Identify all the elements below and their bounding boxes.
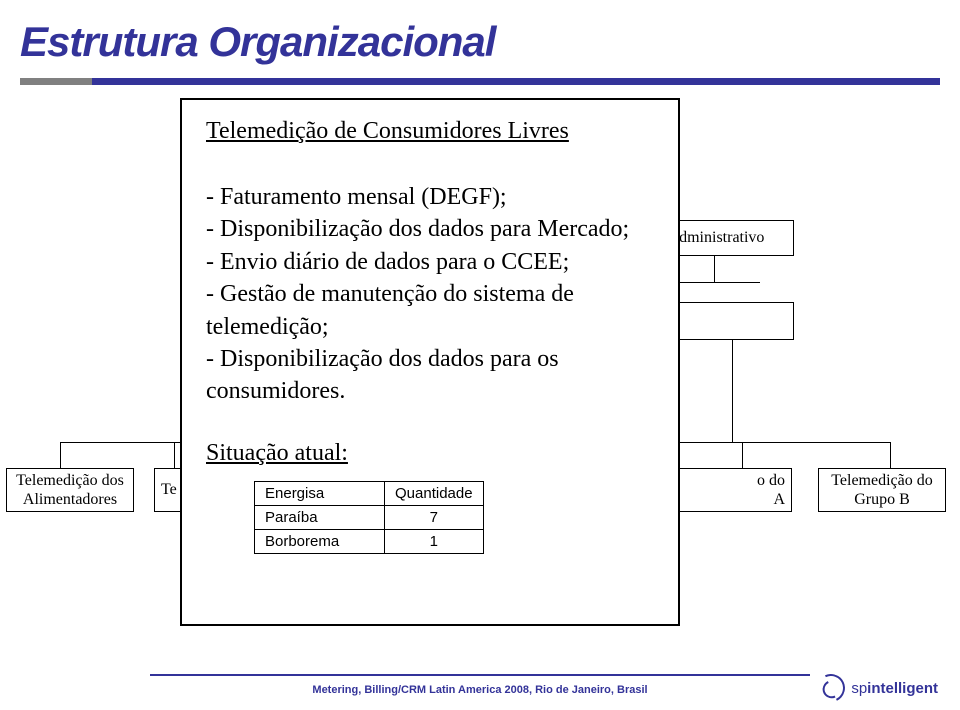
org-connector-1 bbox=[680, 282, 760, 283]
org-label-odo-1: o do bbox=[757, 471, 785, 490]
content-panel: Telemedição de Consumidores Livres - Fat… bbox=[180, 98, 680, 626]
underline-seg-grey bbox=[20, 78, 92, 85]
org-box-odo-fragment: o do A bbox=[670, 468, 792, 512]
slide-root: Estrutura Organizacional Administrativo … bbox=[0, 0, 960, 710]
underline-seg-blue bbox=[92, 78, 940, 85]
footer-divider bbox=[150, 674, 810, 676]
org-label-te: Te bbox=[161, 480, 177, 499]
logo-text: spintelligent bbox=[851, 680, 938, 697]
panel-item-1: - Disponibilização dos dados para Mercad… bbox=[206, 213, 654, 245]
org-box-fragment-right bbox=[670, 302, 794, 340]
table-cell-0-0: Paraíba bbox=[255, 505, 385, 529]
swirl-icon bbox=[813, 670, 849, 706]
org-box-alimentadores: Telemedição dos Alimentadores bbox=[6, 468, 134, 512]
title-underline bbox=[20, 78, 940, 85]
panel-list: - Faturamento mensal (DEGF); - Disponibi… bbox=[206, 181, 654, 408]
org-label-alim-1: Telemedição dos bbox=[16, 471, 124, 490]
table-cell-1-0: Borborema bbox=[255, 529, 385, 553]
org-connector-1v bbox=[714, 256, 715, 282]
data-table: Energisa Quantidade Paraíba 7 Borborema … bbox=[254, 481, 484, 554]
panel-item-4: - Disponibilização dos dados para os con… bbox=[206, 343, 654, 408]
table-cell-1-1: 1 bbox=[385, 529, 484, 553]
table-cell-0-1: 7 bbox=[385, 505, 484, 529]
org-connector-v4 bbox=[890, 442, 891, 468]
org-box-grupob: Telemedição do Grupo B bbox=[818, 468, 946, 512]
org-connector-vmid bbox=[732, 340, 733, 442]
logo-bold: intelligent bbox=[867, 680, 938, 697]
table-row: Borborema 1 bbox=[255, 529, 484, 553]
org-connector-v1 bbox=[60, 442, 61, 468]
org-connector-v3 bbox=[742, 442, 743, 468]
situacao-label: Situação atual: bbox=[206, 440, 654, 467]
org-label-gb-2: Grupo B bbox=[831, 490, 933, 509]
panel-title: Telemedição de Consumidores Livres bbox=[206, 118, 654, 145]
panel-item-2: - Envio diário de dados para o CCEE; bbox=[206, 246, 654, 278]
table-col-0: Energisa bbox=[255, 481, 385, 505]
logo-prefix: sp bbox=[851, 680, 867, 697]
table-header-row: Energisa Quantidade bbox=[255, 481, 484, 505]
panel-item-0: - Faturamento mensal (DEGF); bbox=[206, 181, 654, 213]
footer-logo: spintelligent bbox=[817, 674, 938, 702]
panel-item-3: - Gestão de manutenção do sistema de tel… bbox=[206, 278, 654, 343]
org-label-gb-1: Telemedição do bbox=[831, 471, 933, 490]
org-connector-v2 bbox=[174, 442, 175, 468]
org-label-administrativo: Administrativo bbox=[668, 228, 765, 247]
org-label-alim-2: Alimentadores bbox=[16, 490, 124, 509]
table-col-1: Quantidade bbox=[385, 481, 484, 505]
table-row: Paraíba 7 bbox=[255, 505, 484, 529]
slide-title: Estrutura Organizacional bbox=[20, 18, 495, 66]
org-label-odo-2: A bbox=[757, 490, 785, 509]
